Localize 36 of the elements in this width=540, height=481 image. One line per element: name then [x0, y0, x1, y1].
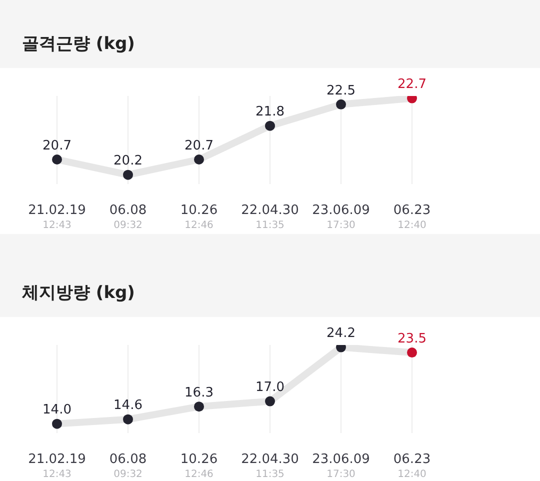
- x-tick-label: 06.08 09:32: [109, 452, 147, 480]
- data-label: 22.5: [326, 83, 356, 98]
- data-label: 20.7: [42, 138, 72, 154]
- point: [194, 154, 204, 165]
- point: [336, 99, 346, 110]
- point: [52, 418, 62, 429]
- data-label: 24.2: [326, 326, 356, 342]
- point: [265, 120, 275, 131]
- x-tick-label: 06.08 09:32: [109, 203, 147, 231]
- x-tick-label: 06.23 12:40: [393, 203, 431, 231]
- x-tick-label: 06.23 12:40: [393, 452, 431, 480]
- x-tick-label: 10.26 12:46: [180, 452, 218, 480]
- point: [52, 154, 62, 165]
- data-label: 22.7: [398, 77, 426, 92]
- chart-title: 체지방량 (kg): [22, 282, 135, 304]
- x-tick-label: 22.04.30 11:35: [241, 452, 299, 480]
- x-tick-label: 10.26 12:46: [180, 203, 218, 231]
- data-label: 21.8: [256, 104, 284, 120]
- data-label: 23.5: [398, 331, 426, 346]
- x-tick-label: 21.02.19 12:43: [28, 203, 86, 231]
- point: [123, 414, 133, 424]
- data-label: 20.2: [114, 154, 142, 169]
- x-tick-label: 21.02.19 12:43: [28, 452, 86, 480]
- point: [265, 396, 275, 406]
- data-label: 14.0: [42, 402, 72, 418]
- data-label: 17.0: [256, 380, 284, 396]
- x-tick-label: 22.04.30 11:35: [241, 203, 299, 231]
- data-label: 20.7: [184, 138, 214, 154]
- data-label: 14.6: [114, 398, 142, 414]
- x-tick-label: 23.06.09 17:30: [312, 452, 370, 480]
- point: [407, 348, 417, 358]
- chart-title: 골격근량 (kg): [22, 33, 135, 55]
- data-label: 16.3: [184, 385, 214, 400]
- point: [123, 170, 133, 180]
- x-tick-label: 23.06.09 17:30: [312, 203, 370, 231]
- point: [194, 402, 204, 412]
